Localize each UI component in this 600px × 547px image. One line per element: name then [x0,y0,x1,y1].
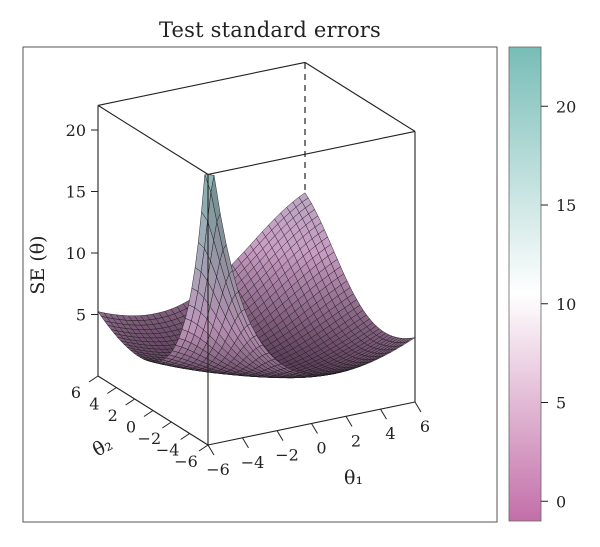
x-tick-mark [414,401,422,413]
y-tick-mark [143,410,154,417]
y-tick-label: 6 [71,383,81,402]
box-edge-top [207,130,416,175]
colorbar-ticks: 0 5 10 15 20 [541,97,576,511]
colorbar-tick-label: 5 [556,394,566,413]
y-tick-label: −2 [138,429,162,448]
x-axis-label: θ₁ [344,467,363,489]
colorbar [508,46,542,522]
y-tick-label: −6 [174,452,198,471]
surface-mesh [97,174,416,379]
y-axis-label: θ₂ [89,433,116,461]
z-tick-label: 5 [76,306,86,325]
x-tick-mark [380,408,387,420]
y-tick-mark [107,387,117,394]
x-tick-mark [345,416,353,427]
colorbar-tick-label: 15 [556,196,576,215]
y-tick-mark [198,444,209,452]
z-tick-label: 15 [66,183,86,202]
x-tick-label: −2 [275,446,299,465]
x-tick-mark [242,437,249,449]
colorbar-tick-label: 20 [556,97,576,116]
plot-frame [22,46,498,523]
y-tick-mark [88,375,99,383]
z-axis-ticks: 5 10 15 20 [66,121,98,325]
colorbar-tick-label: 0 [556,492,566,511]
x-tick-label: −4 [241,453,265,472]
y-tick-label: −4 [156,441,180,460]
x-tick-label: 2 [351,431,361,450]
x-tick-mark [207,444,215,456]
z-tick-label: 20 [66,121,86,140]
y-tick-mark [180,433,190,440]
x-tick-mark [311,423,318,434]
y-tick-mark [162,421,172,429]
box-edge-top [304,61,416,132]
z-tick-label: 10 [66,244,86,263]
x-axis-ticks: −6 −4 −2 0 2 4 6 [206,401,430,479]
x-tick-label: 0 [316,439,326,458]
x-tick-mark [276,430,284,441]
x-tick-label: 6 [420,417,430,436]
x-tick-label: −6 [206,460,230,479]
y-tick-label: 4 [89,395,99,414]
box-edge-top [97,104,209,175]
box-edge-top [97,61,306,106]
y-tick-mark [125,398,135,406]
z-axis-label: SE (θ) [27,235,49,294]
chart-title: Test standard errors [158,18,382,42]
y-tick-label: 2 [108,406,118,425]
y-tick-label: 0 [126,418,136,437]
surface-cell [405,337,416,343]
x-tick-label: 4 [385,424,395,443]
colorbar-tick-label: 10 [556,295,576,314]
